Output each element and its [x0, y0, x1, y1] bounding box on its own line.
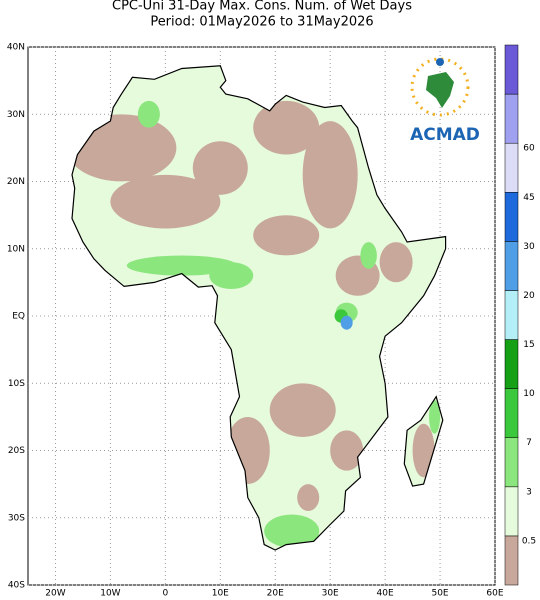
dry-area: [302, 121, 358, 229]
x-tick-label: 40E: [377, 589, 394, 599]
colorbar-box: [504, 241, 519, 291]
coastline: [71, 65, 447, 551]
logo: ACMAD: [410, 57, 480, 145]
wet-area: [429, 400, 441, 434]
colorbar-box: [504, 388, 519, 438]
y-tick-label: 10N: [7, 244, 25, 254]
colorbar-label: 60: [523, 144, 535, 154]
x-tick-label: 60E: [486, 589, 503, 599]
wet-area: [126, 255, 237, 276]
x-tick-label: 20E: [267, 589, 284, 599]
y-tick-label: 30N: [7, 110, 25, 120]
colorbar-box: [504, 486, 519, 537]
dry-area: [192, 141, 248, 195]
x-tick-label: 50E: [431, 589, 448, 599]
colorbar-label: 45: [523, 193, 534, 203]
colorbar-box: [504, 192, 519, 242]
y-tick-label: EQ: [12, 312, 25, 322]
colorbar-label: 0.5: [522, 536, 536, 546]
dry-area: [253, 215, 320, 256]
map-title: CPC-Uni 31-Day Max. Cons. Num. of Wet Da…: [112, 0, 412, 14]
colorbar-label: 10: [523, 389, 535, 399]
colorbar-box: [504, 437, 519, 488]
logo-sun: [410, 57, 470, 117]
wet-area: [137, 100, 160, 128]
dry-area: [297, 484, 320, 511]
logo-text: ACMAD: [410, 125, 480, 145]
logo-drop: [436, 58, 444, 66]
dry-area: [253, 100, 320, 155]
logo-continent: [426, 72, 454, 108]
colorbar-label: 15: [523, 340, 534, 350]
colorbar-box: [504, 535, 519, 586]
x-tick-label: 20W: [45, 589, 65, 599]
colorbar-label: 7: [526, 438, 532, 448]
colorbar-label: 3: [526, 487, 532, 497]
x-tick-label: 10W: [100, 589, 120, 599]
dry-area: [269, 383, 336, 437]
y-tick-label: 20S: [8, 446, 25, 456]
wet-area: [264, 514, 320, 548]
y-tick-label: 20N: [7, 177, 25, 187]
wet-area: [209, 262, 254, 290]
colorbar-label: 30: [523, 242, 535, 252]
y-tick-label: 40S: [8, 581, 25, 591]
x-tick-label: 0: [162, 589, 168, 599]
colorbar-box: [504, 93, 519, 144]
colorbar-box: [504, 44, 519, 95]
x-tick-label: 30E: [322, 589, 339, 599]
wet-area: [360, 242, 377, 269]
lake-victoria: [340, 315, 353, 330]
colorbar-box: [504, 290, 519, 340]
dry-area: [379, 242, 413, 283]
y-tick-label: 40N: [7, 43, 25, 53]
map-subtitle: Period: 01May2026 to 31May2026: [150, 15, 373, 30]
colorbar-box: [504, 339, 519, 389]
y-tick-label: 10S: [8, 379, 25, 389]
colorbar-label: 20: [523, 291, 535, 301]
dry-area: [110, 174, 221, 229]
colorbar-box: [504, 142, 519, 193]
y-tick-label: 30S: [8, 513, 25, 523]
dry-area: [330, 430, 364, 471]
x-tick-label: 10E: [212, 589, 229, 599]
